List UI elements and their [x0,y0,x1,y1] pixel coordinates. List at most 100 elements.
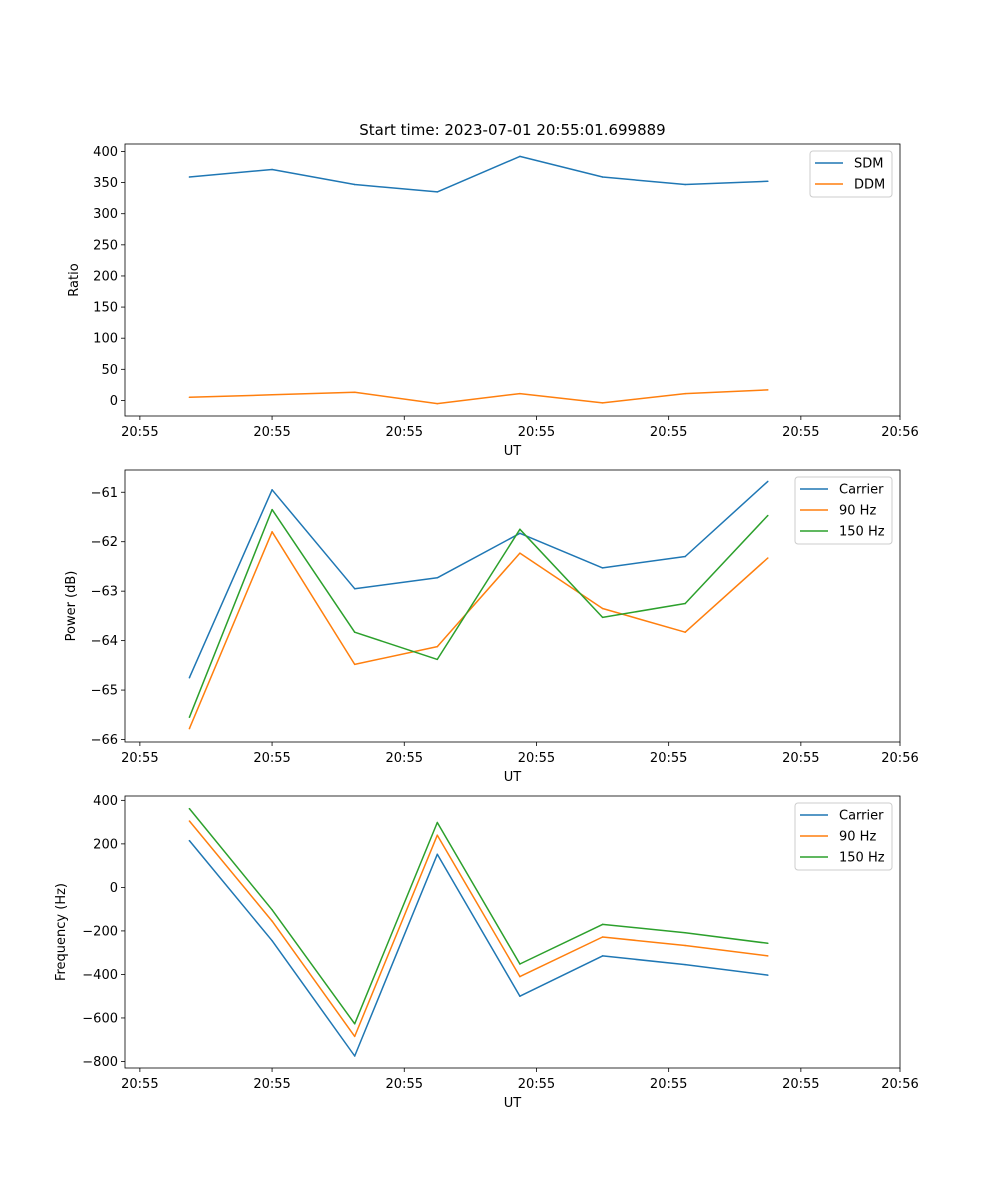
data-point-ddm [519,392,521,395]
x-axis-label: UT [504,444,522,459]
y-tick-label: 200 [93,269,118,284]
data-point-90-hz [271,531,273,533]
data-point-ddm [271,394,273,396]
data-point-sdm [271,168,273,171]
legend-label-150-hz: 150 Hz [839,525,885,540]
legend-label-ddm: DDM [854,178,885,193]
y-tick-label: 0 [110,881,118,896]
data-point-sdm [188,176,191,178]
x-tick-label: 20:56 [881,1077,918,1092]
data-point-90-hz [601,936,604,938]
data-point-90-hz [601,607,604,610]
legend-label-150-hz: 150 Hz [839,851,885,866]
data-point-carrier [436,853,439,856]
data-point-carrier [519,532,521,535]
data-point-150-hz [684,931,686,934]
y-tick-label: −65 [91,684,118,699]
series-line-carrier [188,840,768,1057]
x-tick-label: 20:55 [386,751,423,766]
x-tick-label: 20:55 [650,425,687,440]
data-point-90-hz [684,944,686,947]
data-point-90-hz [188,727,191,730]
x-tick-label: 20:55 [518,751,555,766]
series-line-90-hz [188,531,769,729]
y-tick-label: −66 [91,733,118,748]
data-point-150-hz [271,909,273,911]
series-line-90-hz [188,820,768,1038]
data-point-150-hz [601,616,604,619]
axes-frame [124,795,901,1069]
data-point-150-hz [767,514,769,517]
y-tick-label: 400 [93,145,118,160]
legend-box [794,476,893,545]
data-point-carrier [271,489,273,491]
data-point-ddm [684,392,686,395]
x-tick-label: 20:56 [881,425,918,440]
y-tick-label: 200 [93,837,118,852]
data-point-carrier [436,577,439,579]
legend-label-carrier: Carrier [839,483,884,498]
data-point-90-hz [353,1035,356,1038]
y-tick-label: 0 [110,394,118,409]
ratio-panel: 20:55 20:55 20:55 20:55 20:55 20:55 20:56 0 50 10… [67,121,919,459]
data-point-90-hz [519,975,521,978]
x-tick-label: 20:56 [881,751,918,766]
y-axis-label: Ratio [67,263,82,296]
data-point-ddm [767,389,769,391]
data-point-carrier [684,555,686,558]
data-point-150-hz [271,508,273,511]
data-point-sdm [353,183,356,186]
legend-label-90-hz: 90 Hz [839,504,876,519]
data-point-150-hz [436,821,439,824]
data-point-150-hz [436,658,439,661]
data-point-150-hz [519,963,521,965]
data-point-ddm [188,396,191,399]
y-tick-label: −800 [82,1055,118,1070]
series-line-sdm [189,155,768,193]
data-point-90-hz [188,820,191,822]
data-point-sdm [519,155,521,158]
data-point-sdm [767,180,769,183]
data-point-carrier [353,587,356,590]
x-axis-label: UT [504,770,522,785]
data-point-carrier [271,939,273,942]
y-tick-label: −62 [91,535,118,550]
x-tick-label: 20:55 [650,751,687,766]
data-point-90-hz [271,920,273,922]
axes-frame [124,143,901,417]
y-tick-label: 350 [93,176,118,191]
data-point-carrier [767,974,769,976]
data-point-ddm [601,402,604,404]
x-tick-label: 20:55 [650,1077,687,1092]
data-point-ddm [436,402,439,405]
x-tick-label: 20:55 [386,425,423,440]
data-point-150-hz [519,528,521,531]
data-point-150-hz [684,602,686,605]
data-point-carrier [684,963,686,966]
x-tick-label: 20:55 [518,1077,555,1092]
x-tick-label: 20:55 [253,425,290,440]
chart-title: Start time: 2023-07-01 20:55:01.699889 [359,121,665,139]
x-tick-label: 20:55 [782,425,819,440]
axes-frame [124,469,901,743]
data-point-150-hz [188,716,191,719]
data-point-ddm [353,391,356,394]
data-point-carrier [353,1055,356,1057]
data-point-90-hz [767,557,769,559]
data-point-carrier [519,995,521,997]
x-tick-label: 20:55 [386,1077,423,1092]
x-tick-label: 20:55 [518,425,555,440]
data-point-90-hz [767,955,769,957]
data-point-carrier [601,955,604,957]
series-line-ddm [189,389,768,405]
data-point-150-hz [188,807,191,810]
data-point-150-hz [601,923,604,926]
y-tick-label: −64 [91,634,118,649]
data-point-carrier [188,676,191,679]
data-point-90-hz [436,645,439,648]
series-line-150-hz [188,508,769,718]
data-point-90-hz [436,834,439,836]
y-tick-label: −61 [91,486,118,501]
x-tick-label: 20:55 [121,751,158,766]
